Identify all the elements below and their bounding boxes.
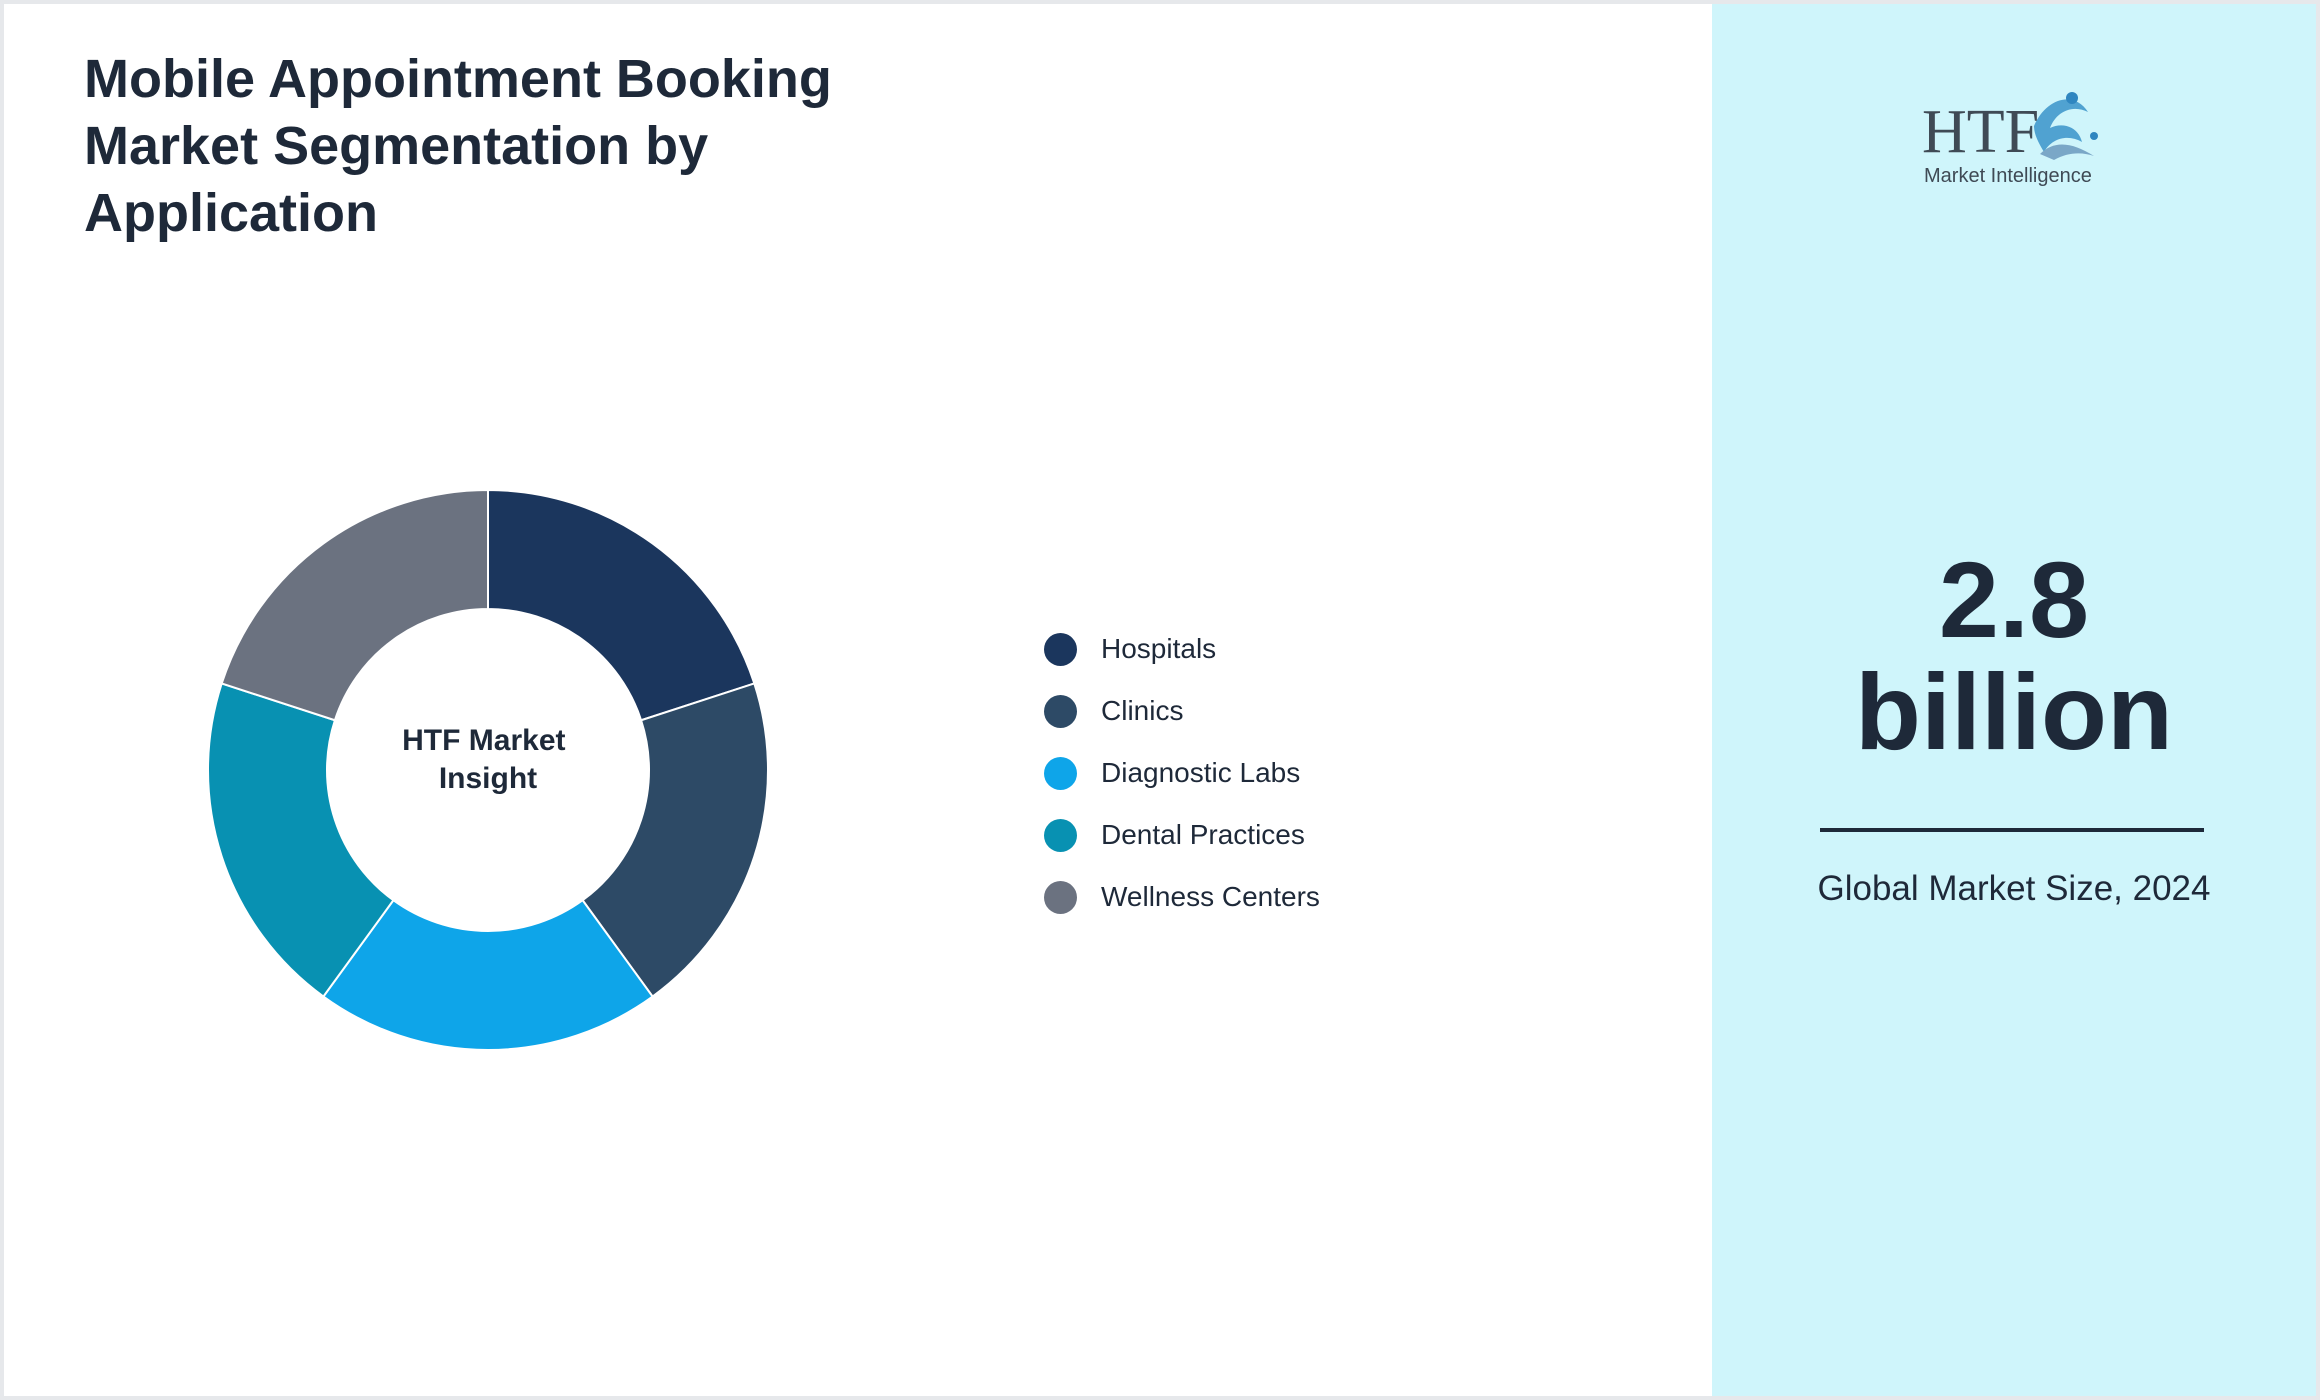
sidebar-divider <box>1820 828 2204 832</box>
market-size-caption: Global Market Size, 2024 <box>1817 869 2211 908</box>
donut-slice-clinics <box>581 682 769 998</box>
legend-item-dental-practices: Dental Practices <box>1044 804 1320 866</box>
legend-item-wellness-centers: Wellness Centers <box>1044 866 1320 928</box>
chart-legend: Hospitals Clinics Diagnostic Labs Dental Pr… <box>1044 618 1320 928</box>
legend-label-diagnostic-labs: Diagnostic Labs <box>1101 757 1301 788</box>
chart-panel: Mobile Appointment Booking Market Segmen… <box>4 4 1716 1396</box>
market-size-sidebar: HTF Market Intelligence 2.8 billion Glob… <box>1712 4 2316 1396</box>
legend-swatch-wellness-centers <box>1044 880 1077 914</box>
legend-item-hospitals: Hospitals <box>1044 618 1320 680</box>
legend-swatch-clinics <box>1044 694 1077 728</box>
donut-slice-hospitals <box>487 488 756 722</box>
logo-text: HTF <box>1922 98 2039 166</box>
market-size-value: 2.8 billion <box>1712 544 2316 768</box>
legend-label-clinics: Clinics <box>1101 695 1184 726</box>
donut-center-label-line-1: HTF Market <box>402 724 565 757</box>
market-size-unit: billion <box>1855 651 2173 772</box>
legend-swatch-dental-practices <box>1044 818 1077 852</box>
logo-figure-icon <box>2040 144 2094 160</box>
legend-label-dental-practices: Dental Practices <box>1101 819 1305 850</box>
legend-label-wellness-centers: Wellness Centers <box>1101 881 1320 912</box>
donut-slice-dental-practices <box>207 682 395 998</box>
logo-dot-icon-small <box>2090 132 2098 140</box>
legend-swatch-diagnostic-labs <box>1044 756 1077 790</box>
page-title: Mobile Appointment Booking Market Segmen… <box>84 49 832 243</box>
donut-slice-diagnostic-labs <box>322 898 654 1052</box>
legend-swatch-hospitals <box>1044 632 1077 666</box>
logo-subtext: Market Intelligence <box>1924 165 2092 187</box>
legend-label-hospitals: Hospitals <box>1101 633 1217 664</box>
market-size-number: 2.8 <box>1938 539 2090 660</box>
donut-center-label-line-2: Insight <box>439 762 537 795</box>
donut-slices <box>207 488 769 1052</box>
donut-center-label: HTF Market Insight <box>402 724 574 795</box>
legend-item-clinics: Clinics <box>1044 680 1320 742</box>
donut-chart: HTF Market Insight <box>207 488 769 1052</box>
logo-dot-icon <box>2066 92 2078 104</box>
donut-slice-wellness-centers <box>220 488 489 722</box>
logo-wave-icon <box>2034 99 2088 152</box>
legend-item-diagnostic-labs: Diagnostic Labs <box>1044 742 1320 804</box>
htf-logo: HTF Market Intelligence <box>1922 92 2098 187</box>
